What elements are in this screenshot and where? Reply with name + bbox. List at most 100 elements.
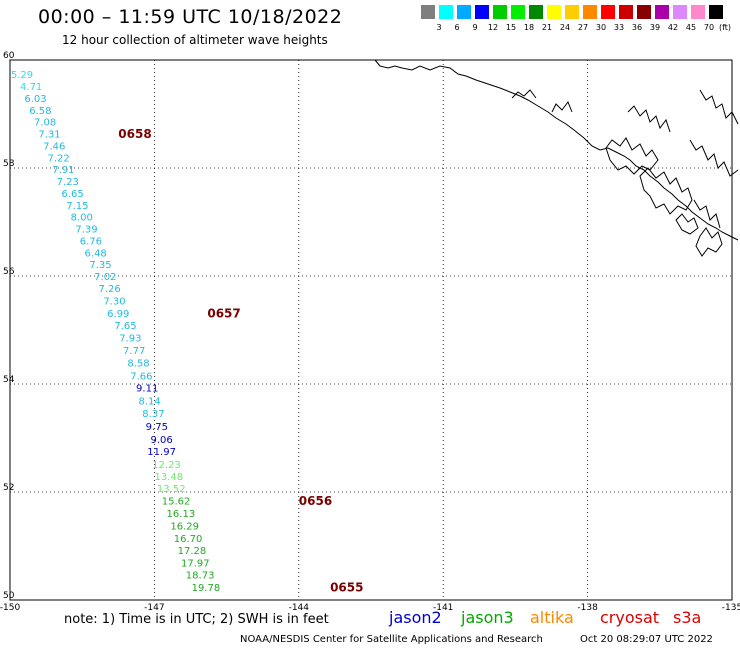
legend-tick-label: 12 bbox=[487, 23, 499, 32]
pass-time-label: 0655 bbox=[330, 581, 363, 595]
wave-height-value: 7.46 bbox=[43, 141, 65, 152]
legend-swatch bbox=[529, 5, 543, 19]
legend-swatch bbox=[439, 5, 453, 19]
satellite-cryosat: cryosat bbox=[600, 608, 660, 627]
legend-tick-label: 18 bbox=[523, 23, 535, 32]
longitude-label: -147 bbox=[144, 603, 164, 613]
legend-swatch bbox=[493, 5, 507, 19]
wave-height-value: 4.71 bbox=[20, 82, 42, 93]
wave-height-value: 7.39 bbox=[75, 225, 97, 236]
legend-swatch bbox=[511, 5, 525, 19]
legend-swatch bbox=[421, 5, 435, 19]
coastline-icy-bay bbox=[511, 89, 573, 113]
satellite-s3a: s3a bbox=[673, 608, 702, 627]
legend-swatch bbox=[619, 5, 633, 19]
longitude-label: -135 bbox=[722, 603, 740, 613]
satellite-jason3: jason3 bbox=[461, 608, 514, 627]
legend-swatch bbox=[691, 5, 705, 19]
map-title: 00:00 – 11:59 UTC 10/18/2022 bbox=[38, 6, 343, 28]
coastline-baranof-island bbox=[639, 167, 693, 215]
wave-height-value: 7.30 bbox=[103, 296, 125, 307]
pass-time-labels: 0658 0657 0656 0655 bbox=[118, 127, 363, 595]
longitude-label: -144 bbox=[289, 603, 310, 613]
footer-credit: NOAA/NESDIS Center for Satellite Applica… bbox=[240, 634, 543, 645]
legend-swatch bbox=[565, 5, 579, 19]
wave-height-value: 5.29 bbox=[11, 70, 33, 81]
wave-height-value: 6.65 bbox=[61, 189, 83, 200]
wave-height-value: 7.31 bbox=[38, 130, 60, 141]
wave-height-value: 9.06 bbox=[150, 435, 172, 446]
wave-height-value: 7.77 bbox=[123, 346, 145, 357]
wave-height-value: 16.13 bbox=[167, 509, 196, 520]
wave-height-value: 6.58 bbox=[29, 106, 51, 117]
alaska-coastline bbox=[374, 59, 739, 257]
coastline-prince-of-wales-island bbox=[695, 227, 723, 257]
legend-swatch bbox=[673, 5, 687, 19]
wave-height-value: 8.58 bbox=[127, 358, 149, 369]
legend-tick-label: 42 bbox=[667, 23, 679, 32]
coastline-inside-passage bbox=[689, 89, 739, 229]
coastline-kupreanof-island bbox=[675, 213, 699, 235]
coastline-mainland bbox=[374, 59, 739, 241]
legend-swatch bbox=[547, 5, 561, 19]
wave-height-value: 7.65 bbox=[114, 321, 136, 332]
legend-tick-label: 70 bbox=[703, 23, 715, 32]
wave-height-value: 7.91 bbox=[52, 165, 74, 176]
axis-labels: 60 58 56 54 52 50 -150 -147 -144 -141 -138 -135 bbox=[0, 51, 740, 613]
latitude-label: 60 bbox=[3, 51, 15, 61]
wave-height-value: 8.00 bbox=[71, 213, 93, 224]
coastline-chichagof-island bbox=[605, 137, 659, 175]
wave-height-value: 7.93 bbox=[119, 334, 141, 345]
longitude-label: -141 bbox=[433, 603, 453, 613]
legend-tick-label: 39 bbox=[649, 23, 661, 32]
legend-tick-label: 24 bbox=[559, 23, 571, 32]
wave-height-value: 13.48 bbox=[155, 472, 184, 483]
legend-tick-label: 6 bbox=[454, 23, 460, 32]
wave-height-value: 7.23 bbox=[57, 177, 79, 188]
wave-height-value: 7.08 bbox=[34, 118, 56, 129]
wave-height-value: 7.22 bbox=[47, 153, 69, 164]
wave-height-value: 6.03 bbox=[24, 94, 46, 105]
legend-tick-label: 3 bbox=[436, 23, 442, 32]
wave-height-value: 6.99 bbox=[107, 309, 129, 320]
legend-tick-label: 30 bbox=[595, 23, 607, 32]
legend-swatch bbox=[457, 5, 471, 19]
latitude-label: 50 bbox=[3, 591, 15, 601]
pass-time-label: 0658 bbox=[118, 127, 151, 141]
legend-tick-label: 9 bbox=[472, 23, 478, 32]
legend-tick-label: 45 bbox=[685, 23, 697, 32]
legend-swatch bbox=[475, 5, 489, 19]
legend-tick-label: 15 bbox=[505, 23, 517, 32]
wave-height-value: 17.97 bbox=[181, 558, 210, 569]
wave-height-value: 7.35 bbox=[89, 260, 111, 271]
legend-swatch bbox=[655, 5, 669, 19]
satellite-jason2: jason2 bbox=[389, 608, 442, 627]
map-subtitle: 12 hour collection of altimeter wave hei… bbox=[62, 33, 328, 47]
latitude-label: 58 bbox=[3, 159, 15, 169]
legend-swatch bbox=[583, 5, 597, 19]
wave-height-value: 7.15 bbox=[66, 201, 88, 212]
coastline-glacier-bay bbox=[627, 105, 671, 133]
wave-height-value: 13.52 bbox=[157, 484, 186, 495]
wave-height-value: 11.97 bbox=[147, 447, 176, 458]
wave-height-value: 12.23 bbox=[152, 460, 181, 471]
wave-height-value: 19.78 bbox=[192, 583, 221, 594]
footer-generated-time: Oct 20 08:29:07 UTC 2022 bbox=[580, 634, 713, 645]
footer-note: note: 1) Time is in UTC; 2) SWH is in fe… bbox=[64, 612, 329, 627]
wave-height-value: 7.26 bbox=[99, 284, 121, 295]
legend-swatch bbox=[709, 5, 723, 19]
wave-height-value: 15.62 bbox=[162, 497, 191, 508]
wave-height-value: 9.75 bbox=[146, 422, 168, 433]
wave-height-observations: 5.294.716.036.587.087.317.467.227.917.23… bbox=[11, 70, 220, 594]
wave-height-value: 7.66 bbox=[130, 371, 152, 382]
wave-height-value: 7.02 bbox=[94, 272, 116, 283]
wave-height-value: 16.70 bbox=[174, 534, 203, 545]
wave-height-value: 17.28 bbox=[178, 546, 207, 557]
longitude-label: -150 bbox=[0, 603, 20, 613]
satellite-altika: altika bbox=[530, 608, 574, 627]
longitude-label: -138 bbox=[577, 603, 598, 613]
pass-time-label: 0657 bbox=[207, 306, 240, 320]
legend-tick-label: 33 bbox=[613, 23, 625, 32]
wave-height-value: 8.37 bbox=[142, 409, 164, 420]
